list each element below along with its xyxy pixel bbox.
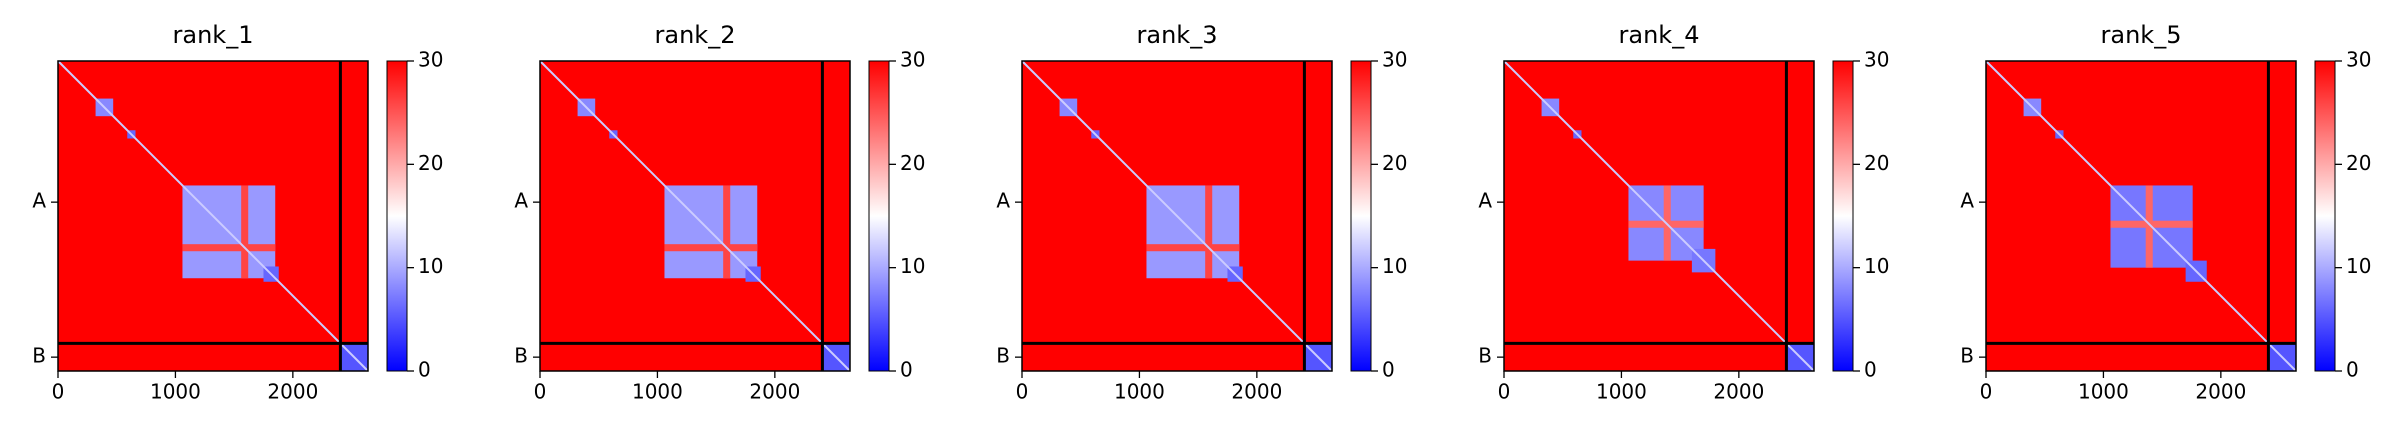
colorbar-tick-label: 20	[900, 151, 925, 175]
axes-frame	[57, 60, 369, 372]
heatmap-region	[182, 244, 276, 252]
colorbar-tick-label: 0	[1382, 358, 1395, 382]
colorbar-tick-label: 10	[418, 254, 443, 278]
panel-title: rank_3	[1137, 21, 1218, 49]
panel-title: rank_5	[2101, 21, 2182, 49]
colorbar	[1832, 60, 1854, 372]
heatmap-region	[241, 185, 249, 279]
y-tick-label: A	[1960, 189, 1974, 213]
colorbar	[386, 60, 408, 372]
colorbar-tick-label: 0	[2346, 358, 2359, 382]
x-tick-label: 2000	[267, 380, 318, 404]
y-tick-label: B	[1960, 344, 1974, 368]
panel-title: rank_1	[173, 21, 254, 49]
diagonal	[1985, 60, 2297, 372]
diagonal	[1503, 60, 1815, 372]
x-tick-label: 1000	[2078, 380, 2129, 404]
x-tick-label: 0	[52, 380, 65, 404]
panel-title: rank_2	[655, 21, 736, 49]
x-tick-label: 2000	[1231, 380, 1282, 404]
colorbar-tick-label: 30	[418, 48, 443, 72]
x-tick-label: 2000	[2195, 380, 2246, 404]
heatmap-region	[1146, 244, 1240, 252]
x-tick-label: 2000	[749, 380, 800, 404]
diagonal	[57, 60, 369, 372]
colorbar-tick-label: 20	[1382, 151, 1407, 175]
colorbar	[868, 60, 890, 372]
colorbar-tick-label: 20	[2346, 151, 2371, 175]
colorbar-tick-label: 30	[2346, 48, 2371, 72]
colorbar-tick-label: 10	[1382, 254, 1407, 278]
axes-frame	[1503, 60, 1815, 372]
colorbar-tick-label: 0	[1864, 358, 1877, 382]
colorbar	[1350, 60, 1372, 372]
x-tick-label: 0	[1016, 380, 1029, 404]
colorbar-tick-label: 30	[1864, 48, 1889, 72]
diagonal	[539, 60, 851, 372]
y-tick-label: A	[514, 189, 528, 213]
y-tick-label: A	[996, 189, 1010, 213]
y-tick-label: A	[32, 189, 46, 213]
colorbar-tick-label: 0	[900, 358, 913, 382]
x-tick-label: 0	[1980, 380, 1993, 404]
axes-frame	[1021, 60, 1333, 372]
colorbar-tick-label: 10	[900, 254, 925, 278]
axes-frame	[539, 60, 851, 372]
colorbar-tick-label: 20	[418, 151, 443, 175]
colorbar-tick-label: 30	[1382, 48, 1407, 72]
x-tick-label: 1000	[1596, 380, 1647, 404]
x-tick-label: 1000	[632, 380, 683, 404]
heatmap-region	[664, 244, 758, 252]
y-tick-label: B	[32, 344, 46, 368]
colorbar-tick-label: 10	[1864, 254, 1889, 278]
x-tick-label: 2000	[1713, 380, 1764, 404]
diagonal	[1021, 60, 1333, 372]
x-tick-label: 1000	[150, 380, 201, 404]
colorbar-tick-label: 20	[1864, 151, 1889, 175]
y-tick-label: B	[1478, 344, 1492, 368]
colorbar-tick-label: 10	[2346, 254, 2371, 278]
y-tick-label: B	[514, 344, 528, 368]
axes-frame	[1985, 60, 2297, 372]
heatmap-region	[2145, 185, 2153, 268]
panel-title: rank_4	[1619, 21, 1700, 49]
x-tick-label: 1000	[1114, 380, 1165, 404]
colorbar-tick-label: 0	[418, 358, 431, 382]
heatmap-region	[723, 185, 731, 279]
x-tick-label: 0	[534, 380, 547, 404]
colorbar-tick-label: 30	[900, 48, 925, 72]
y-tick-label: B	[996, 344, 1010, 368]
x-tick-label: 0	[1498, 380, 1511, 404]
heatmap-region	[1205, 185, 1213, 279]
y-tick-label: A	[1478, 189, 1492, 213]
colorbar	[2314, 60, 2336, 372]
